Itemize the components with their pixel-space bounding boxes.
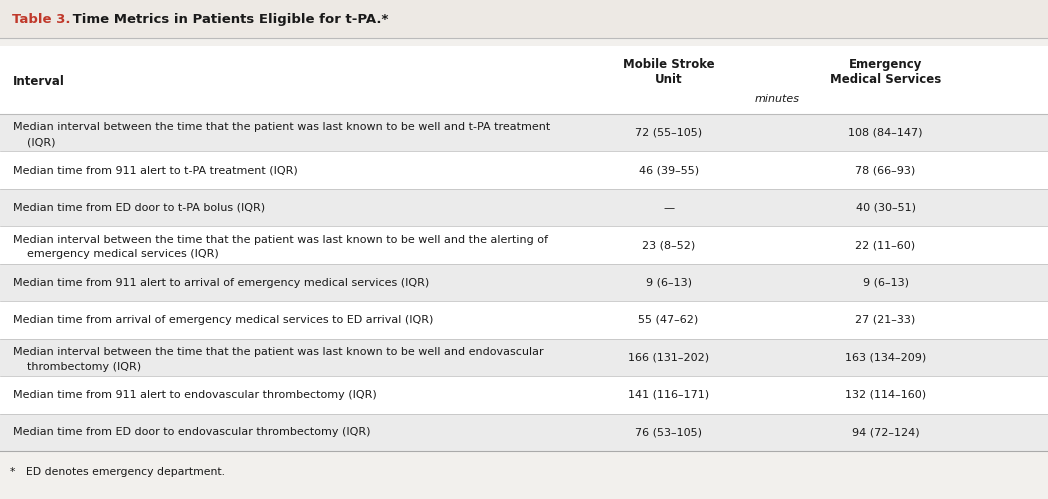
Text: 76 (53–105): 76 (53–105) xyxy=(635,427,702,437)
FancyBboxPatch shape xyxy=(0,151,1048,189)
Text: minutes: minutes xyxy=(755,94,800,104)
Text: Median interval between the time that the patient was last known to be well and : Median interval between the time that th… xyxy=(13,347,543,357)
Text: Table 3.: Table 3. xyxy=(12,12,70,25)
Text: 132 (114–160): 132 (114–160) xyxy=(845,390,926,400)
Text: Median time from ED door to t-PA bolus (IQR): Median time from ED door to t-PA bolus (… xyxy=(13,203,265,213)
FancyBboxPatch shape xyxy=(0,189,1048,227)
Text: Median interval between the time that the patient was last known to be well and : Median interval between the time that th… xyxy=(13,122,550,132)
Text: 72 (55–105): 72 (55–105) xyxy=(635,128,702,138)
Text: Mobile Stroke
Unit: Mobile Stroke Unit xyxy=(623,58,715,86)
Text: 46 (39–55): 46 (39–55) xyxy=(638,165,699,175)
Text: 55 (47–62): 55 (47–62) xyxy=(638,315,699,325)
Text: 23 (8–52): 23 (8–52) xyxy=(642,240,695,250)
FancyBboxPatch shape xyxy=(0,301,1048,339)
Text: 27 (21–33): 27 (21–33) xyxy=(855,315,916,325)
FancyBboxPatch shape xyxy=(0,414,1048,451)
Text: Median time from ED door to endovascular thrombectomy (IQR): Median time from ED door to endovascular… xyxy=(13,427,370,437)
Text: Median time from arrival of emergency medical services to ED arrival (IQR): Median time from arrival of emergency me… xyxy=(13,315,433,325)
Text: 78 (66–93): 78 (66–93) xyxy=(855,165,916,175)
FancyBboxPatch shape xyxy=(0,227,1048,264)
FancyBboxPatch shape xyxy=(0,376,1048,414)
Text: *   ED denotes emergency department.: * ED denotes emergency department. xyxy=(10,467,225,477)
Text: 141 (116–171): 141 (116–171) xyxy=(628,390,709,400)
Text: Median time from 911 alert to t-PA treatment (IQR): Median time from 911 alert to t-PA treat… xyxy=(13,165,298,175)
Text: —: — xyxy=(663,203,674,213)
Text: 94 (72–124): 94 (72–124) xyxy=(852,427,919,437)
Text: Median time from 911 alert to arrival of emergency medical services (IQR): Median time from 911 alert to arrival of… xyxy=(13,277,429,287)
FancyBboxPatch shape xyxy=(0,0,1048,38)
Text: 40 (30–51): 40 (30–51) xyxy=(855,203,916,213)
Text: Median time from 911 alert to endovascular thrombectomy (IQR): Median time from 911 alert to endovascul… xyxy=(13,390,376,400)
Text: 166 (131–202): 166 (131–202) xyxy=(628,352,709,362)
Text: 9 (6–13): 9 (6–13) xyxy=(646,277,692,287)
FancyBboxPatch shape xyxy=(0,46,1048,114)
FancyBboxPatch shape xyxy=(0,339,1048,376)
Text: Interval: Interval xyxy=(13,75,64,88)
Text: Emergency
Medical Services: Emergency Medical Services xyxy=(830,58,941,86)
Text: 9 (6–13): 9 (6–13) xyxy=(863,277,909,287)
Text: emergency medical services (IQR): emergency medical services (IQR) xyxy=(26,250,218,259)
FancyBboxPatch shape xyxy=(0,114,1048,151)
Text: 108 (84–147): 108 (84–147) xyxy=(848,128,923,138)
Text: Time Metrics in Patients Eligible for t-PA.*: Time Metrics in Patients Eligible for t-… xyxy=(68,12,389,25)
Text: (IQR): (IQR) xyxy=(26,137,56,147)
Text: thrombectomy (IQR): thrombectomy (IQR) xyxy=(26,362,140,372)
FancyBboxPatch shape xyxy=(0,264,1048,301)
Text: 22 (11–60): 22 (11–60) xyxy=(855,240,916,250)
Text: Median interval between the time that the patient was last known to be well and : Median interval between the time that th… xyxy=(13,235,547,245)
Text: 163 (134–209): 163 (134–209) xyxy=(845,352,926,362)
